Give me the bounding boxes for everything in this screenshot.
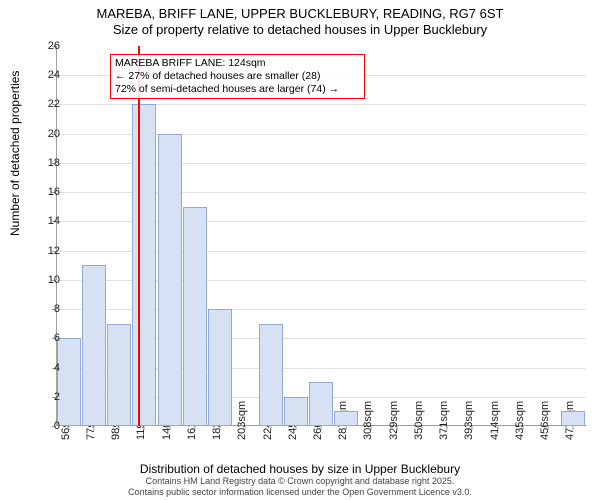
annotation-box: MAREBA BRIFF LANE: 124sqm← 27% of detach… — [110, 54, 365, 99]
histogram-bar — [561, 411, 585, 426]
x-tick — [573, 426, 574, 430]
x-tick — [270, 426, 271, 430]
plot-area: 56sqm77sqm98sqm119sqm140sqm161sqm182sqm2… — [56, 46, 586, 426]
y-tick-label: 2 — [54, 391, 60, 403]
histogram-bar — [57, 338, 81, 426]
x-tick — [321, 426, 322, 430]
x-tick — [396, 426, 397, 430]
footer-line-1: Contains HM Land Registry data © Crown c… — [0, 476, 600, 487]
y-tick-label: 22 — [48, 98, 60, 110]
x-tick — [371, 426, 372, 430]
x-tick — [295, 426, 296, 430]
y-tick-label: 14 — [48, 215, 60, 227]
reference-line — [138, 46, 140, 426]
annot-line-2: ← 27% of detached houses are smaller (28… — [115, 70, 360, 83]
y-tick-label: 12 — [48, 245, 60, 257]
x-tick — [93, 426, 94, 430]
x-tick — [346, 426, 347, 430]
y-axis-title: Number of detached properties — [8, 71, 22, 236]
chart-container: MAREBA, BRIFF LANE, UPPER BUCKLEBURY, RE… — [0, 0, 600, 500]
x-tick — [119, 426, 120, 430]
y-tick-label: 26 — [48, 40, 60, 52]
histogram-bar — [208, 309, 232, 426]
annot-line-3: 72% of semi-detached houses are larger (… — [115, 83, 360, 96]
y-tick-label: 18 — [48, 157, 60, 169]
x-tick — [548, 426, 549, 430]
y-tick-label: 10 — [48, 274, 60, 286]
x-tick — [421, 426, 422, 430]
page-title: MAREBA, BRIFF LANE, UPPER BUCKLEBURY, RE… — [0, 6, 600, 21]
x-tick — [447, 426, 448, 430]
x-tick — [245, 426, 246, 430]
y-tick-label: 0 — [54, 420, 60, 432]
histogram-bar — [309, 382, 333, 426]
x-tick — [169, 426, 170, 430]
histogram-bar — [132, 104, 156, 426]
y-tick-label: 16 — [48, 186, 60, 198]
histogram-bar — [183, 207, 207, 426]
histogram-bar — [107, 324, 131, 426]
y-tick-label: 24 — [48, 69, 60, 81]
x-tick — [472, 426, 473, 430]
y-tick-label: 4 — [54, 362, 60, 374]
footer-attribution: Contains HM Land Registry data © Crown c… — [0, 476, 600, 498]
x-tick — [497, 426, 498, 430]
x-tick — [194, 426, 195, 430]
y-tick-label: 6 — [54, 332, 60, 344]
x-tick — [144, 426, 145, 430]
histogram-bar — [334, 411, 358, 426]
page-subtitle: Size of property relative to detached ho… — [0, 22, 600, 37]
footer-line-2: Contains public sector information licen… — [0, 487, 600, 498]
y-tick-label: 20 — [48, 128, 60, 140]
annot-line-1: MAREBA BRIFF LANE: 124sqm — [115, 57, 360, 70]
histogram-bar — [158, 134, 182, 426]
x-tick — [68, 426, 69, 430]
y-tick-label: 8 — [54, 303, 60, 315]
histogram-bar — [259, 324, 283, 426]
histogram-bar — [82, 265, 106, 426]
histogram-bar — [284, 397, 308, 426]
x-axis-title: Distribution of detached houses by size … — [0, 462, 600, 476]
x-tick — [522, 426, 523, 430]
x-tick — [220, 426, 221, 430]
